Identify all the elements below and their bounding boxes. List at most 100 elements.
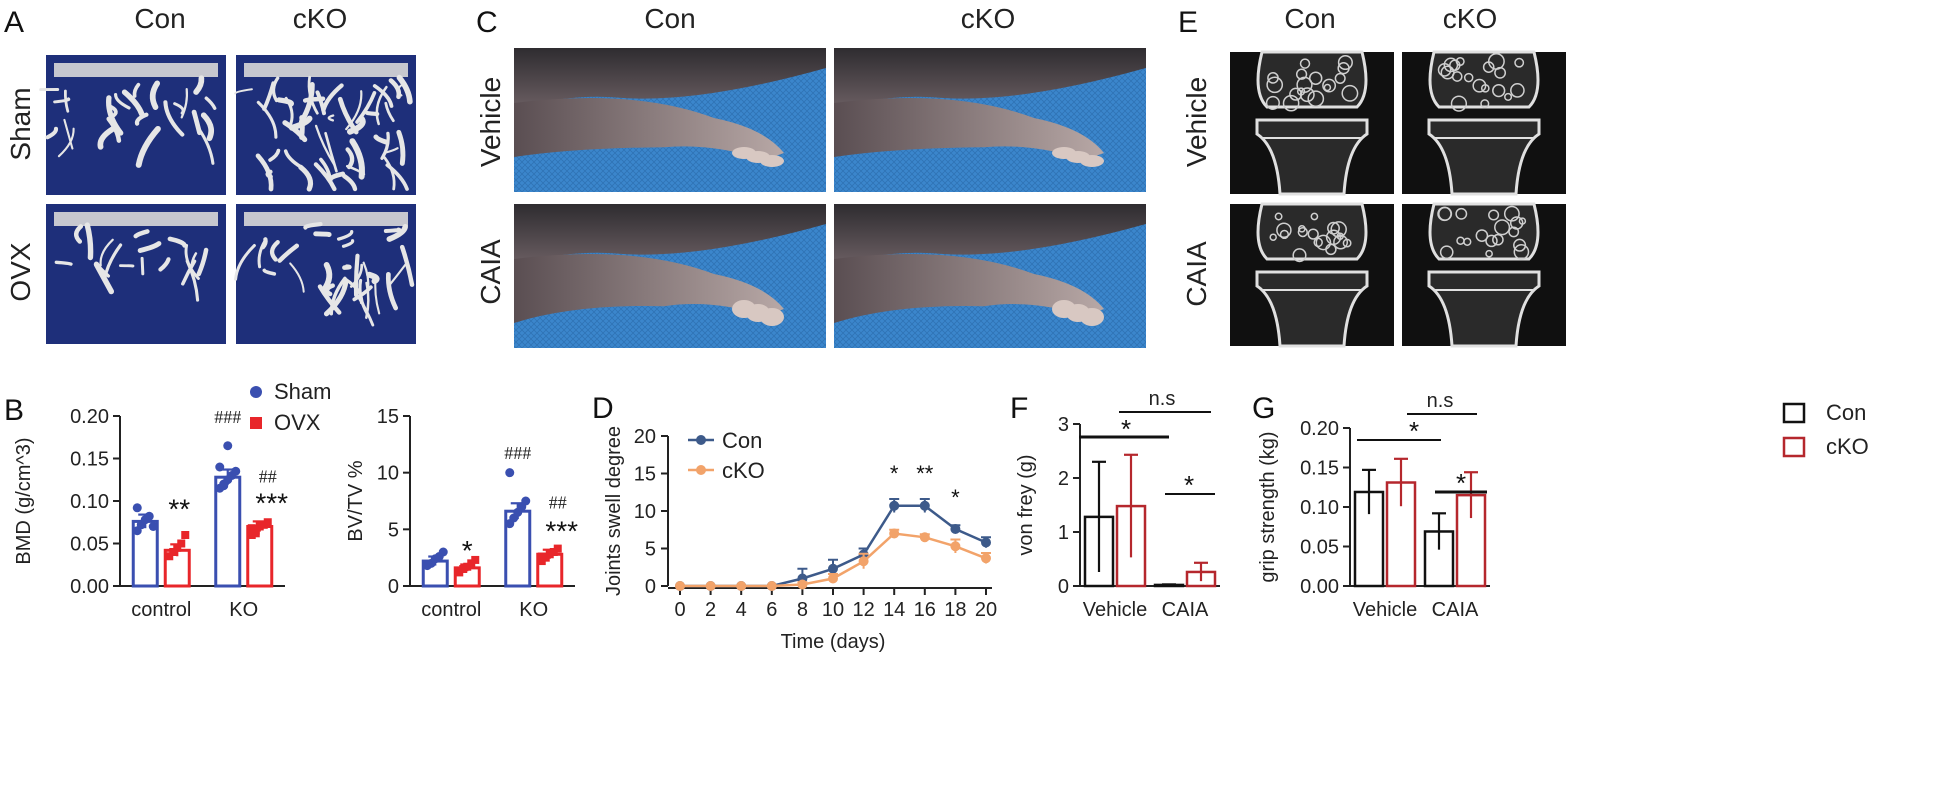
significance-hash: ### [504, 443, 531, 463]
legend-marker-cko [1782, 436, 1806, 458]
trabecular-cell [1480, 83, 1490, 93]
trabecular-cell [1297, 226, 1308, 238]
trabecular-cell [1282, 94, 1300, 112]
data-point [177, 539, 186, 548]
panel-label-e: E [1178, 6, 1198, 39]
trabecula [84, 222, 94, 261]
x-tick-label: 18 [944, 599, 966, 621]
panel-label-f: F [1010, 392, 1028, 425]
ct-cko-caia [1402, 202, 1566, 348]
growth-plate [54, 212, 218, 226]
growth-plate [244, 212, 408, 226]
y-tick-label: 0.05 [1300, 537, 1339, 559]
trabecula [121, 89, 145, 118]
legend-label-cko: cKO [722, 458, 765, 483]
significance-hash: ## [549, 492, 567, 512]
trabecular-cell [1488, 209, 1500, 221]
trabecular-cell [1439, 245, 1454, 260]
significance-star: * [1184, 470, 1194, 500]
trabecula [45, 126, 59, 140]
trabecula [349, 263, 364, 288]
x-axis-label: Time (days) [781, 631, 886, 653]
data-point [675, 581, 685, 591]
trabecula [372, 84, 394, 108]
data-point [950, 524, 961, 534]
trabecular-cell [1514, 57, 1525, 68]
data-point [736, 581, 747, 591]
y-tick-label: 0.00 [1300, 576, 1339, 598]
data-point [889, 500, 900, 511]
trabecula [114, 93, 131, 110]
panel-e-col-header-cko: cKO [1443, 3, 1497, 34]
trabecula [345, 147, 355, 170]
trabecula [399, 244, 415, 287]
significance-star: * [890, 461, 899, 486]
trabecula [195, 125, 215, 165]
trabecular-cell [1307, 90, 1325, 108]
trabecula [119, 264, 135, 268]
trabecula [324, 283, 335, 297]
trabecula [140, 256, 145, 276]
trabecula [373, 134, 389, 145]
trabecula [389, 263, 407, 285]
data-point [828, 563, 838, 574]
significance-star: *** [545, 515, 578, 546]
trabecular-cell [1322, 78, 1337, 93]
trabecula [342, 264, 352, 270]
trabecula [103, 243, 123, 281]
trabecula [196, 247, 209, 277]
trabecula [234, 244, 256, 281]
growth-plate [244, 63, 408, 77]
trabecula [358, 278, 370, 317]
trabecula [133, 229, 150, 239]
trabecula [299, 115, 305, 140]
trabecula [314, 124, 336, 167]
significance-label: n.s [1427, 390, 1454, 412]
trabecula [277, 243, 300, 263]
y-tick-label: 5 [388, 519, 399, 541]
trabecula [73, 224, 84, 244]
trabecular-cell [1480, 99, 1490, 109]
y-tick-label: 3 [1058, 414, 1069, 436]
x-category-label: CAIA [1162, 599, 1209, 621]
panel-c-row-label-vehicle: Vehicle [475, 77, 506, 167]
trabecular-cell [1485, 234, 1498, 248]
trabecula [349, 138, 365, 180]
x-category-label: KO [229, 599, 258, 621]
panel-e-row-label-vehicle: Vehicle [1181, 77, 1212, 167]
trabecular-cell [1323, 83, 1332, 92]
micro-ct-image-grid [39, 55, 416, 344]
trabecular-cell [1279, 229, 1290, 240]
panel-c: C Con cKO Vehicle CAIA [475, 3, 1146, 348]
trabecula [352, 285, 373, 302]
trabecula [99, 238, 114, 267]
x-tick-label: 2 [705, 599, 716, 621]
trabecular-cell [1267, 72, 1279, 84]
trabecular-cell [1438, 206, 1453, 221]
trabecula [63, 118, 74, 150]
data-point [173, 543, 182, 552]
fur-body [514, 48, 826, 108]
x-tick-label: 12 [852, 599, 874, 621]
x-tick-label: 4 [736, 599, 747, 621]
data-point [165, 552, 174, 561]
trabecular-cell [1298, 224, 1306, 233]
y-axis-label: von frey (g) [1015, 454, 1037, 555]
trabecular-cell [1313, 237, 1323, 248]
ct-cko-vehicle [1402, 50, 1566, 196]
trabecula [193, 75, 205, 95]
toe [760, 308, 784, 326]
bmd-bar-chart: 0.00 0.05 0.10 0.15 0.20 BMD (g/cm^3) control K… [13, 379, 331, 621]
trabecula [319, 157, 332, 182]
trabecula [135, 125, 161, 168]
trabecula [181, 259, 197, 286]
x-category-label: CAIA [1432, 599, 1479, 621]
trabecular-cell [1276, 222, 1292, 238]
trabecula [158, 257, 171, 272]
x-tick-label: 16 [914, 599, 936, 621]
y-axis-label: BV/TV % [345, 460, 367, 541]
data-point [215, 462, 225, 472]
significance-label: n.s [1149, 388, 1176, 410]
legend-label-cko: cKO [1826, 434, 1869, 459]
